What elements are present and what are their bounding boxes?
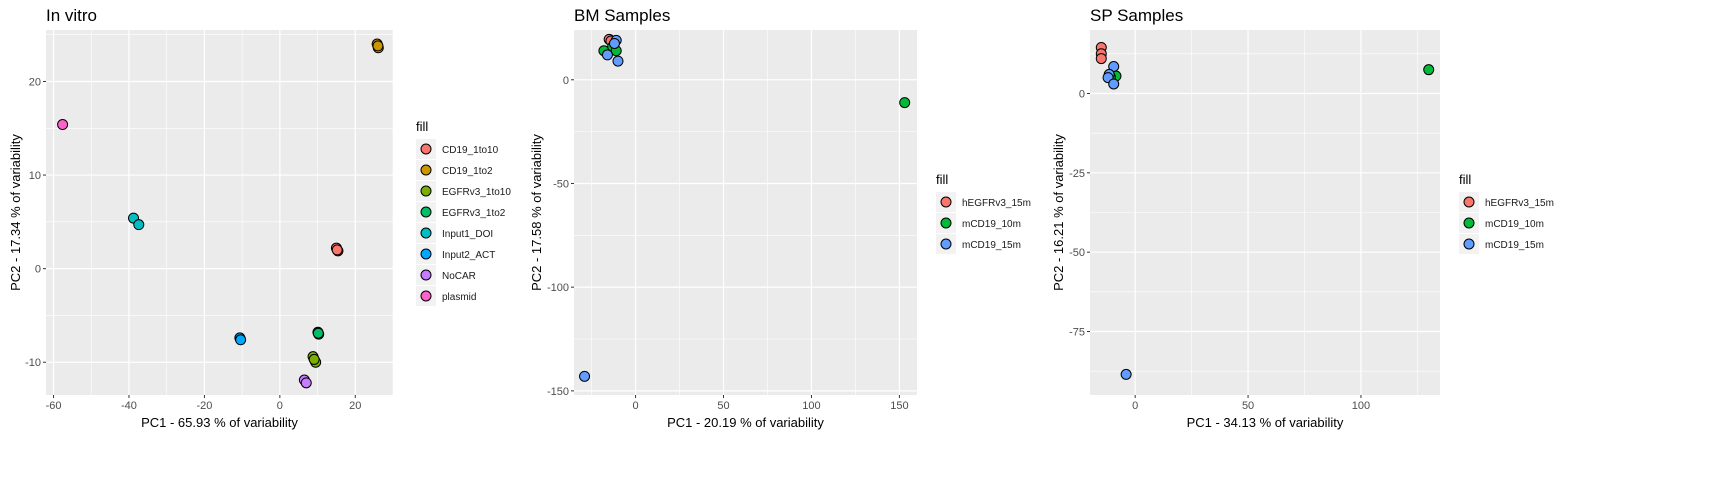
chart-title: SP Samples — [1090, 6, 1183, 25]
x-tick-label: -60 — [46, 400, 62, 412]
data-point — [308, 353, 320, 365]
legend-swatch — [420, 164, 432, 176]
legend-title: fill — [936, 172, 948, 187]
legend-swatch — [420, 143, 432, 155]
chart-panel-1: 0 50 100 150 -150 -100 -50 0 BM Samples PC1 - 20.… — [529, 6, 1031, 430]
y-tick-label: -50 — [553, 178, 569, 190]
legend-label: CD19_1to10 — [442, 145, 499, 156]
data-point — [1095, 53, 1107, 65]
chart-title: In vitro — [46, 6, 97, 25]
legend-label: hEGFRv3_15m — [962, 198, 1031, 209]
legend-swatch — [420, 206, 432, 218]
chart-panel-2: 0 50 100 -75 -50 -25 0 SP Samples PC1 - 34.13 % … — [1051, 6, 1554, 430]
x-tick-label: 20 — [349, 400, 361, 412]
legend-swatch — [420, 185, 432, 197]
data-point — [1108, 78, 1120, 90]
x-axis-label: PC1 - 20.19 % of variability — [667, 415, 824, 430]
data-point — [1120, 368, 1132, 380]
legend-label: mCD19_15m — [962, 240, 1021, 251]
y-tick-label: 0 — [1079, 88, 1085, 100]
data-point — [899, 97, 911, 109]
legend-label: mCD19_10m — [962, 219, 1021, 230]
x-tick-label: -20 — [196, 400, 212, 412]
legend-label: NoCAR — [442, 271, 476, 282]
plot-background — [46, 30, 393, 395]
legend-swatch — [940, 238, 952, 250]
legend-label: EGFRv3_1to10 — [442, 187, 511, 198]
x-tick-label: 0 — [1132, 400, 1138, 412]
data-point — [1423, 64, 1435, 76]
y-tick-label: 10 — [29, 170, 41, 182]
x-tick-label: 100 — [1352, 400, 1370, 412]
x-tick-label: 0 — [633, 400, 639, 412]
legend-swatch — [940, 196, 952, 208]
plot-background — [574, 30, 917, 395]
y-axis-label: PC2 - 16.21 % of variability — [1051, 134, 1066, 291]
data-point — [300, 377, 312, 389]
x-axis-label: PC1 - 65.93 % of variability — [141, 415, 298, 430]
y-tick-label: -75 — [1069, 327, 1085, 339]
legend-label: Input1_DOI — [442, 229, 493, 240]
legend-label: CD19_1to2 — [442, 166, 493, 177]
chart-title: BM Samples — [574, 6, 670, 25]
legend-swatch — [420, 269, 432, 281]
data-point — [312, 327, 324, 339]
legend-swatch — [420, 248, 432, 260]
y-axis-label: PC2 - 17.58 % of variability — [529, 134, 544, 291]
legend-title: fill — [1459, 172, 1471, 187]
legend-label: mCD19_10m — [1485, 219, 1544, 230]
x-tick-label: 50 — [1242, 400, 1254, 412]
legend-swatch — [1463, 217, 1475, 229]
data-point — [57, 119, 69, 131]
x-tick-label: -40 — [121, 400, 137, 412]
y-tick-label: 0 — [563, 75, 569, 87]
legend-label: mCD19_15m — [1485, 240, 1544, 251]
data-point — [579, 370, 591, 382]
data-point — [601, 49, 613, 61]
y-tick-label: 0 — [35, 264, 41, 276]
legend-label: EGFRv3_1to2 — [442, 208, 506, 219]
y-tick-label: -10 — [25, 357, 41, 369]
y-tick-label: 20 — [29, 76, 41, 88]
x-tick-label: 0 — [277, 400, 283, 412]
y-tick-label: -150 — [547, 386, 569, 398]
y-axis-label: PC2 - 17.34 % of variability — [8, 134, 23, 291]
data-point — [608, 37, 620, 49]
legend-swatch — [420, 290, 432, 302]
data-point — [331, 244, 343, 256]
x-axis-label: PC1 - 34.13 % of variability — [1187, 415, 1344, 430]
legend-label: plasmid — [442, 292, 476, 303]
legend-title: fill — [416, 119, 428, 134]
legend-swatch — [1463, 238, 1475, 250]
y-tick-label: -25 — [1069, 168, 1085, 180]
x-tick-label: 50 — [717, 400, 729, 412]
legend-swatch — [420, 227, 432, 239]
legend-swatch — [1463, 196, 1475, 208]
data-point — [612, 55, 624, 67]
y-tick-label: -100 — [547, 282, 569, 294]
data-point — [372, 40, 384, 52]
data-point — [133, 219, 145, 231]
legend-swatch — [940, 217, 952, 229]
chart-panel-0: -60 -40 -20 0 20 -10 0 10 20 In vitro PC1 - 65.93 … — [8, 6, 511, 430]
x-tick-label: 100 — [802, 400, 820, 412]
legend-label: hEGFRv3_15m — [1485, 198, 1554, 209]
y-tick-label: -50 — [1069, 247, 1085, 259]
legend-label: Input2_ACT — [442, 250, 495, 261]
x-tick-label: 150 — [890, 400, 908, 412]
data-point — [235, 334, 247, 346]
